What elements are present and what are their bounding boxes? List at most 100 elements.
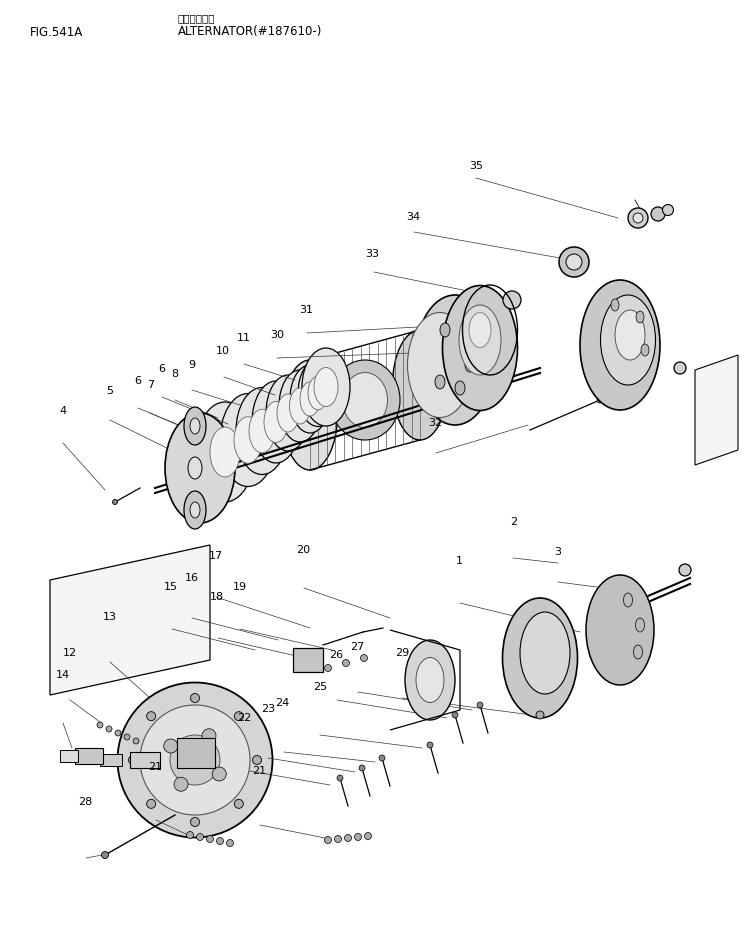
Ellipse shape bbox=[164, 739, 178, 753]
Ellipse shape bbox=[586, 575, 654, 685]
Ellipse shape bbox=[165, 413, 235, 523]
Text: 25: 25 bbox=[313, 683, 327, 692]
Ellipse shape bbox=[202, 728, 216, 742]
Ellipse shape bbox=[330, 360, 400, 440]
Text: 29: 29 bbox=[394, 648, 409, 657]
Ellipse shape bbox=[314, 367, 338, 407]
Ellipse shape bbox=[635, 618, 644, 632]
Bar bbox=[100, 754, 122, 766]
Ellipse shape bbox=[101, 852, 109, 858]
Text: 26: 26 bbox=[330, 650, 343, 659]
Ellipse shape bbox=[679, 564, 691, 576]
Text: 13: 13 bbox=[103, 612, 117, 622]
Ellipse shape bbox=[674, 362, 686, 374]
Ellipse shape bbox=[503, 291, 521, 309]
Ellipse shape bbox=[636, 311, 644, 323]
Text: 2: 2 bbox=[510, 517, 517, 526]
Ellipse shape bbox=[190, 502, 200, 518]
Ellipse shape bbox=[212, 767, 226, 781]
Text: 20: 20 bbox=[297, 545, 310, 554]
Bar bbox=[60, 750, 78, 762]
Ellipse shape bbox=[289, 388, 310, 424]
Ellipse shape bbox=[502, 598, 577, 718]
Text: 21: 21 bbox=[148, 762, 161, 771]
Ellipse shape bbox=[324, 665, 332, 671]
Ellipse shape bbox=[536, 711, 544, 719]
Ellipse shape bbox=[217, 838, 223, 844]
Ellipse shape bbox=[266, 375, 310, 451]
Ellipse shape bbox=[190, 418, 200, 434]
Bar bbox=[75, 748, 103, 764]
Ellipse shape bbox=[460, 333, 470, 347]
Ellipse shape bbox=[302, 348, 350, 426]
Ellipse shape bbox=[597, 397, 603, 403]
Text: 34: 34 bbox=[406, 212, 420, 222]
Text: 16: 16 bbox=[185, 573, 199, 583]
Polygon shape bbox=[50, 545, 210, 695]
Ellipse shape bbox=[477, 702, 483, 708]
Ellipse shape bbox=[147, 799, 155, 809]
Ellipse shape bbox=[188, 457, 202, 479]
Polygon shape bbox=[695, 355, 738, 465]
Ellipse shape bbox=[440, 323, 450, 337]
Ellipse shape bbox=[308, 376, 328, 410]
Text: オルタネータ: オルタネータ bbox=[178, 13, 216, 23]
Ellipse shape bbox=[628, 208, 648, 228]
Text: 21: 21 bbox=[252, 767, 266, 776]
Ellipse shape bbox=[520, 612, 570, 694]
Text: 1: 1 bbox=[456, 556, 464, 566]
Ellipse shape bbox=[633, 645, 643, 659]
Ellipse shape bbox=[359, 765, 365, 771]
Ellipse shape bbox=[611, 299, 619, 311]
Ellipse shape bbox=[279, 370, 321, 442]
Text: 14: 14 bbox=[57, 670, 70, 680]
Text: 8: 8 bbox=[171, 369, 179, 379]
Text: 6: 6 bbox=[134, 377, 141, 386]
Ellipse shape bbox=[354, 833, 362, 841]
Text: ALTERNATOR(#187610-): ALTERNATOR(#187610-) bbox=[178, 25, 322, 38]
Ellipse shape bbox=[600, 295, 655, 385]
Ellipse shape bbox=[190, 694, 199, 702]
Ellipse shape bbox=[324, 837, 332, 843]
Ellipse shape bbox=[236, 387, 288, 474]
Bar bbox=[177, 738, 215, 768]
Ellipse shape bbox=[252, 755, 261, 765]
Text: 3: 3 bbox=[554, 547, 562, 556]
Ellipse shape bbox=[633, 213, 643, 223]
Ellipse shape bbox=[335, 836, 341, 842]
Ellipse shape bbox=[455, 381, 465, 395]
Ellipse shape bbox=[416, 657, 444, 702]
Text: 4: 4 bbox=[60, 407, 67, 416]
Ellipse shape bbox=[226, 840, 234, 846]
Ellipse shape bbox=[118, 683, 272, 838]
Ellipse shape bbox=[133, 738, 139, 744]
Ellipse shape bbox=[342, 659, 350, 667]
Ellipse shape bbox=[469, 312, 491, 348]
Ellipse shape bbox=[249, 410, 275, 453]
Text: FIG.541A: FIG.541A bbox=[30, 25, 83, 38]
Ellipse shape bbox=[405, 640, 455, 720]
Text: 15: 15 bbox=[164, 583, 178, 592]
Ellipse shape bbox=[344, 835, 351, 842]
Ellipse shape bbox=[443, 285, 518, 410]
Ellipse shape bbox=[97, 722, 103, 728]
Ellipse shape bbox=[184, 491, 206, 529]
Ellipse shape bbox=[115, 730, 121, 736]
Ellipse shape bbox=[662, 205, 673, 215]
Ellipse shape bbox=[452, 712, 458, 718]
Ellipse shape bbox=[147, 712, 155, 721]
Text: 22: 22 bbox=[237, 713, 251, 723]
Ellipse shape bbox=[283, 360, 338, 470]
Ellipse shape bbox=[220, 394, 276, 486]
Ellipse shape bbox=[559, 247, 589, 277]
Ellipse shape bbox=[604, 395, 609, 399]
Text: 10: 10 bbox=[217, 346, 230, 355]
Ellipse shape bbox=[580, 280, 660, 410]
Ellipse shape bbox=[459, 305, 501, 375]
Ellipse shape bbox=[435, 375, 445, 389]
Ellipse shape bbox=[298, 359, 338, 426]
Ellipse shape bbox=[408, 312, 472, 418]
Text: 18: 18 bbox=[211, 592, 224, 601]
Ellipse shape bbox=[379, 755, 385, 761]
Ellipse shape bbox=[427, 742, 433, 748]
